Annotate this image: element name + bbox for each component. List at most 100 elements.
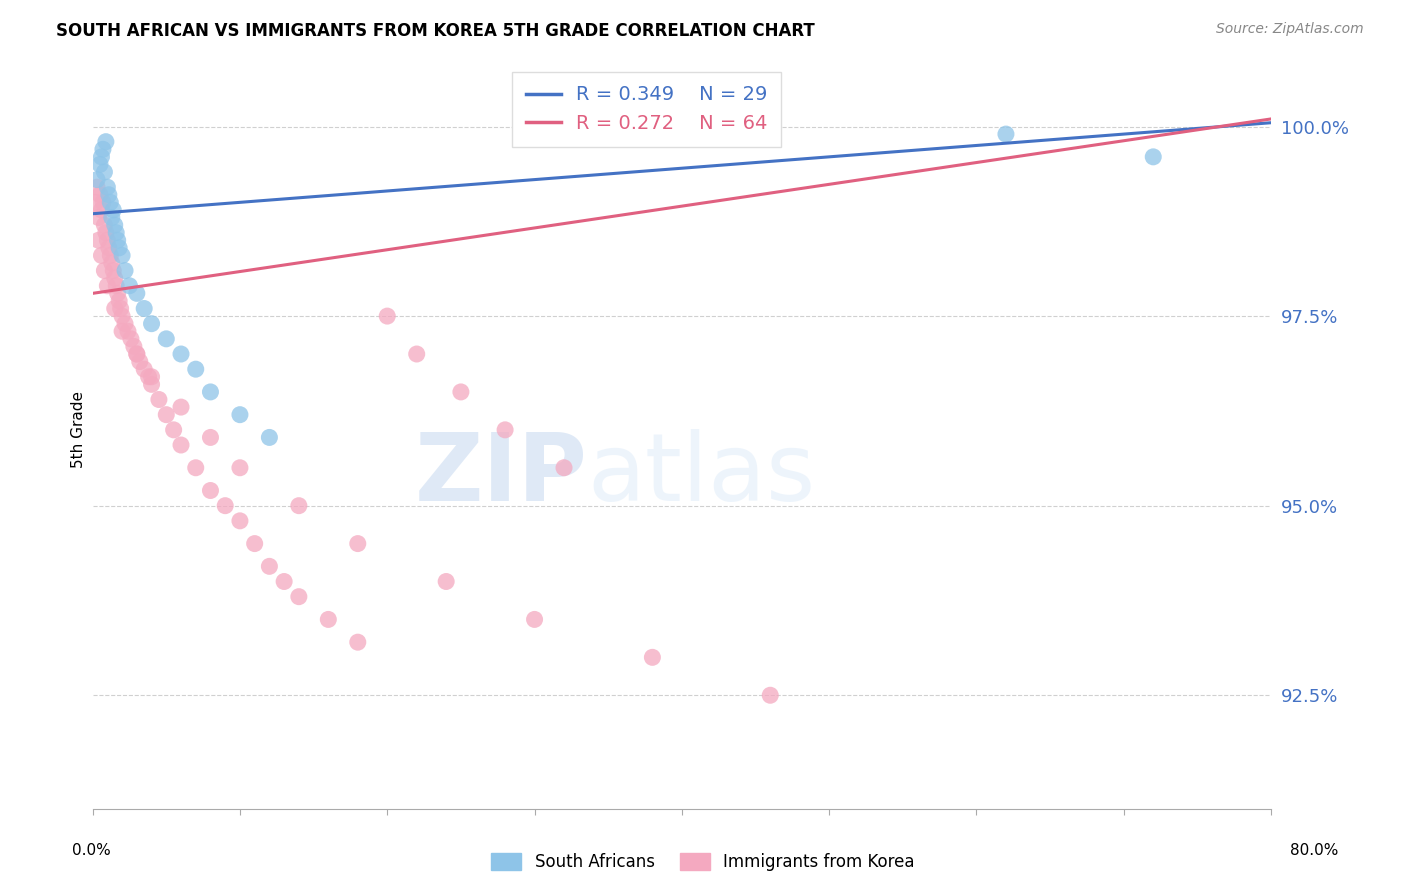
Point (134, 301, 156, 316)
Point (138, 369, 160, 384)
Point (91, 142, 114, 156)
Point (94, 226, 117, 240)
Point (84, 195, 107, 210)
Point (141, 369, 163, 384)
Point (96, 180, 118, 194)
Point (104, 301, 127, 316)
Point (111, 248, 134, 262)
Point (97, 187, 120, 202)
Point (107, 233, 129, 247)
Point (122, 339, 145, 353)
Point (170, 347, 193, 361)
Point (89, 187, 111, 202)
Text: Source: ZipAtlas.com: Source: ZipAtlas.com (1216, 22, 1364, 37)
Point (98, 195, 121, 210)
Point (96, 278, 118, 293)
Point (994, 127, 1017, 141)
Point (104, 218, 127, 232)
Point (288, 499, 311, 513)
Point (243, 536, 266, 550)
Point (91, 195, 114, 210)
Point (101, 256, 124, 270)
Point (111, 309, 134, 323)
Point (125, 347, 148, 361)
Point (90, 248, 112, 262)
Point (93, 218, 115, 232)
Point (523, 612, 546, 626)
Text: 80.0%: 80.0% (1291, 843, 1339, 858)
Point (229, 514, 252, 528)
Point (111, 324, 134, 338)
Point (553, 460, 575, 475)
Point (346, 536, 368, 550)
Text: ZIP: ZIP (415, 429, 588, 521)
Legend: R = 0.349    N = 29, R = 0.272    N = 64: R = 0.349 N = 29, R = 0.272 N = 64 (512, 71, 782, 146)
Point (128, 354, 150, 368)
Point (89, 157, 111, 171)
Point (170, 400, 193, 414)
Point (163, 423, 186, 437)
Point (90, 202, 112, 217)
Point (94, 135, 117, 149)
Point (405, 347, 427, 361)
Point (103, 202, 125, 217)
Point (759, 688, 782, 702)
Point (184, 362, 207, 376)
Point (97, 241, 120, 255)
Point (434, 574, 457, 589)
Point (214, 499, 236, 513)
Point (200, 483, 222, 498)
Point (120, 332, 142, 346)
Point (184, 460, 207, 475)
Point (641, 650, 664, 665)
Point (200, 430, 222, 444)
Point (494, 423, 516, 437)
Point (125, 347, 148, 361)
Point (155, 332, 177, 346)
Point (104, 271, 127, 285)
Point (105, 226, 128, 240)
Point (346, 635, 368, 649)
Y-axis label: 5th Grade: 5th Grade (72, 392, 86, 468)
Point (87, 211, 110, 225)
Point (259, 559, 281, 574)
Point (125, 286, 148, 301)
Point (141, 317, 163, 331)
Point (170, 438, 193, 452)
Point (155, 408, 177, 422)
Point (103, 263, 125, 277)
Point (117, 324, 139, 338)
Point (107, 286, 129, 301)
Point (288, 590, 311, 604)
Point (450, 384, 472, 399)
Point (134, 362, 156, 376)
Text: atlas: atlas (588, 429, 815, 521)
Point (114, 263, 136, 277)
Point (148, 392, 170, 407)
Point (273, 574, 295, 589)
Point (101, 211, 124, 225)
Point (259, 430, 281, 444)
Point (110, 301, 132, 316)
Point (90, 150, 112, 164)
Point (200, 384, 222, 399)
Point (108, 293, 131, 308)
Legend: South Africans, Immigrants from Korea: South Africans, Immigrants from Korea (484, 845, 922, 880)
Text: SOUTH AFRICAN VS IMMIGRANTS FROM KOREA 5TH GRADE CORRELATION CHART: SOUTH AFRICAN VS IMMIGRANTS FROM KOREA 5… (56, 22, 815, 40)
Point (105, 278, 128, 293)
Point (98, 248, 121, 262)
Point (114, 317, 136, 331)
Point (87, 233, 110, 247)
Point (86, 180, 108, 194)
Point (86, 172, 108, 186)
Point (118, 278, 141, 293)
Point (229, 408, 252, 422)
Point (318, 612, 340, 626)
Point (375, 309, 398, 323)
Point (96, 233, 118, 247)
Point (229, 460, 252, 475)
Text: 0.0%: 0.0% (72, 843, 111, 858)
Point (93, 165, 115, 179)
Point (141, 377, 163, 392)
Point (108, 241, 131, 255)
